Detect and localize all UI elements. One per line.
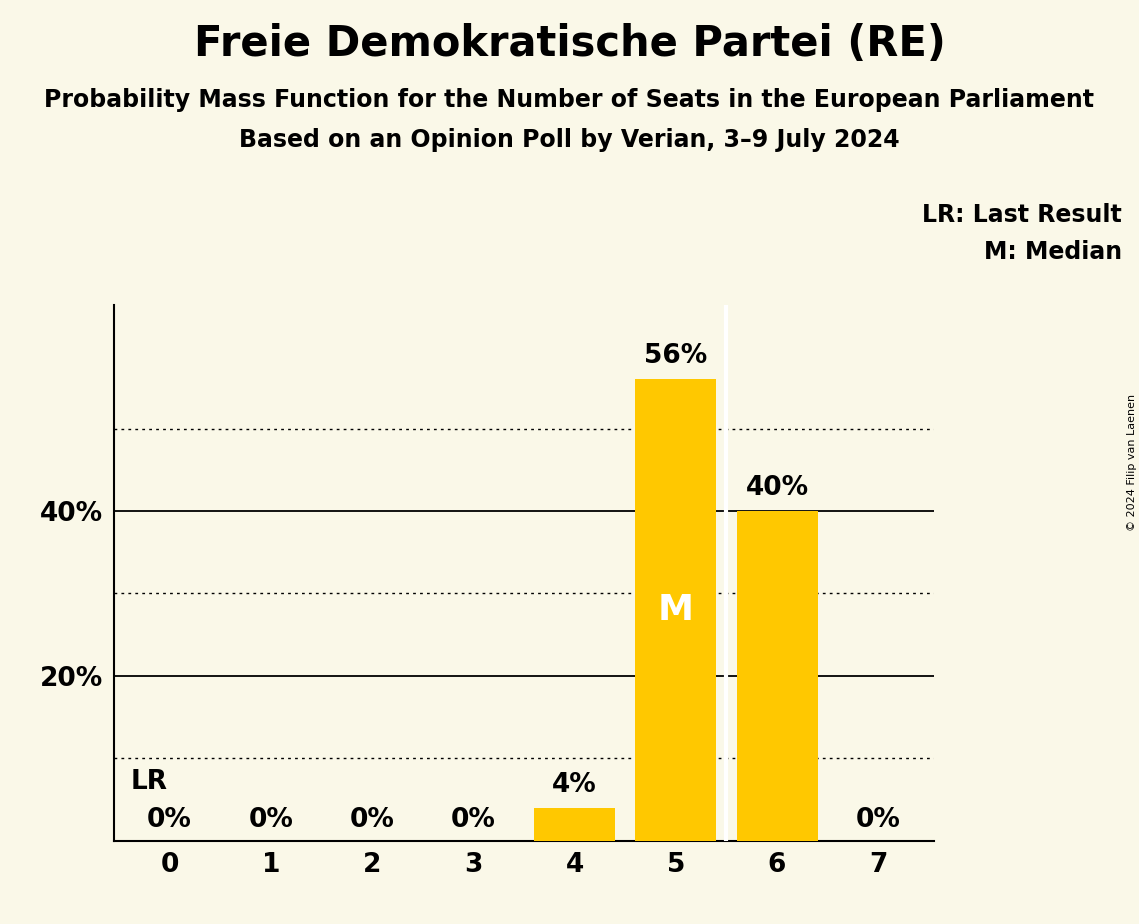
Text: 0%: 0% [855, 807, 901, 833]
Bar [534, 808, 615, 841]
Text: 4%: 4% [552, 772, 597, 798]
Text: 56%: 56% [645, 343, 707, 370]
Text: LR: Last Result: LR: Last Result [923, 203, 1122, 227]
Text: 0%: 0% [350, 807, 394, 833]
Text: LR: LR [131, 770, 169, 796]
Bar [636, 379, 716, 841]
Text: © 2024 Filip van Laenen: © 2024 Filip van Laenen [1126, 394, 1137, 530]
Text: Based on an Opinion Poll by Verian, 3–9 July 2024: Based on an Opinion Poll by Verian, 3–9 … [239, 128, 900, 152]
Text: 0%: 0% [451, 807, 495, 833]
Bar [737, 511, 818, 841]
Text: M: M [658, 593, 694, 627]
Text: 0%: 0% [248, 807, 293, 833]
Text: M: Median: M: Median [984, 240, 1122, 264]
Text: 40%: 40% [746, 475, 809, 501]
Text: Freie Demokratische Partei (RE): Freie Demokratische Partei (RE) [194, 23, 945, 65]
Text: 0%: 0% [147, 807, 192, 833]
Text: Probability Mass Function for the Number of Seats in the European Parliament: Probability Mass Function for the Number… [44, 88, 1095, 112]
